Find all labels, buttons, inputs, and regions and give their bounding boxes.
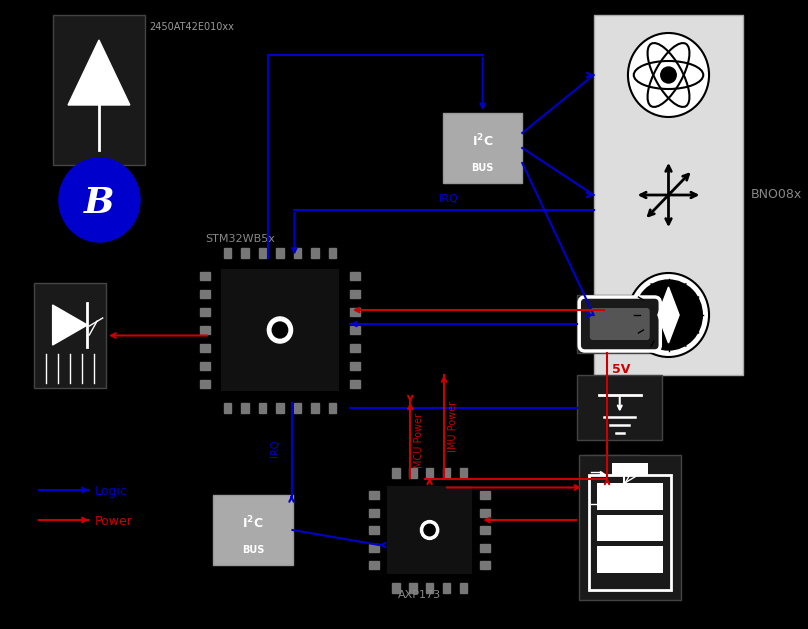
Bar: [350, 381, 360, 388]
Bar: [480, 543, 490, 552]
Bar: [460, 467, 467, 477]
Bar: [426, 467, 433, 477]
Bar: [276, 403, 284, 413]
Bar: [259, 247, 267, 257]
Bar: [329, 247, 336, 257]
Text: 2450AT42E010xx: 2450AT42E010xx: [149, 22, 234, 32]
Bar: [311, 403, 319, 413]
Text: IMU Power: IMU Power: [448, 401, 458, 452]
Text: Logic: Logic: [95, 485, 128, 498]
Bar: [311, 247, 319, 257]
Bar: [200, 290, 210, 298]
Polygon shape: [600, 472, 624, 503]
Circle shape: [267, 317, 292, 343]
Bar: [392, 582, 400, 593]
Text: Power: Power: [95, 515, 133, 528]
Bar: [369, 508, 379, 516]
Bar: [224, 403, 231, 413]
Text: STM32WB5x: STM32WB5x: [205, 235, 275, 245]
Bar: [596, 515, 663, 542]
Bar: [329, 403, 336, 413]
Circle shape: [628, 273, 709, 357]
Bar: [409, 582, 417, 593]
Bar: [589, 475, 671, 590]
Bar: [350, 344, 360, 352]
Text: $\mathbf{I^2C}$: $\mathbf{I^2C}$: [472, 133, 494, 149]
Bar: [612, 463, 648, 475]
Bar: [443, 467, 450, 477]
FancyBboxPatch shape: [579, 297, 660, 351]
Circle shape: [272, 322, 288, 338]
Bar: [293, 247, 301, 257]
Bar: [379, 477, 480, 582]
Bar: [350, 308, 360, 316]
Circle shape: [424, 524, 436, 536]
Bar: [392, 467, 400, 477]
Bar: [293, 403, 301, 413]
Bar: [200, 326, 210, 334]
Bar: [200, 308, 210, 316]
Bar: [409, 467, 417, 477]
FancyBboxPatch shape: [590, 308, 650, 340]
Text: IRQ: IRQ: [440, 194, 459, 204]
Bar: [350, 272, 360, 280]
Bar: [200, 272, 210, 280]
Bar: [584, 455, 640, 520]
Bar: [200, 362, 210, 370]
Bar: [426, 582, 433, 593]
Bar: [34, 283, 106, 388]
Text: BNO08x: BNO08x: [751, 189, 802, 201]
Circle shape: [635, 280, 702, 350]
Bar: [350, 362, 360, 370]
Text: B: B: [84, 186, 115, 220]
Bar: [596, 483, 663, 509]
Bar: [221, 269, 339, 391]
Bar: [577, 375, 663, 440]
Bar: [200, 344, 210, 352]
Text: 5V: 5V: [612, 363, 630, 376]
Circle shape: [661, 67, 676, 83]
Text: AXP173: AXP173: [398, 589, 441, 599]
Text: IRQ: IRQ: [271, 440, 280, 457]
Bar: [241, 403, 249, 413]
Circle shape: [59, 158, 140, 242]
Bar: [369, 491, 379, 499]
Text: BUS: BUS: [472, 163, 494, 172]
Polygon shape: [658, 287, 679, 343]
Bar: [579, 455, 680, 600]
Bar: [210, 257, 350, 403]
Text: $\mathbf{I^2C}$: $\mathbf{I^2C}$: [242, 515, 263, 532]
Bar: [350, 290, 360, 298]
Text: MCU Power: MCU Power: [415, 413, 424, 467]
Bar: [53, 15, 145, 165]
Bar: [213, 495, 292, 565]
Bar: [480, 561, 490, 569]
Bar: [460, 582, 467, 593]
Polygon shape: [53, 305, 87, 345]
Bar: [369, 543, 379, 552]
Bar: [480, 491, 490, 499]
Bar: [369, 526, 379, 534]
Polygon shape: [68, 40, 130, 105]
Circle shape: [420, 521, 439, 540]
Bar: [369, 561, 379, 569]
Bar: [224, 247, 231, 257]
Bar: [241, 247, 249, 257]
Bar: [443, 113, 522, 183]
Bar: [259, 403, 267, 413]
Bar: [443, 582, 450, 593]
Bar: [200, 381, 210, 388]
Bar: [594, 15, 743, 375]
Bar: [577, 295, 663, 353]
Circle shape: [628, 33, 709, 117]
Bar: [350, 326, 360, 334]
Bar: [596, 547, 663, 573]
Bar: [480, 526, 490, 534]
Text: BUS: BUS: [242, 545, 264, 555]
Bar: [480, 508, 490, 516]
Bar: [276, 247, 284, 257]
Bar: [387, 486, 472, 574]
